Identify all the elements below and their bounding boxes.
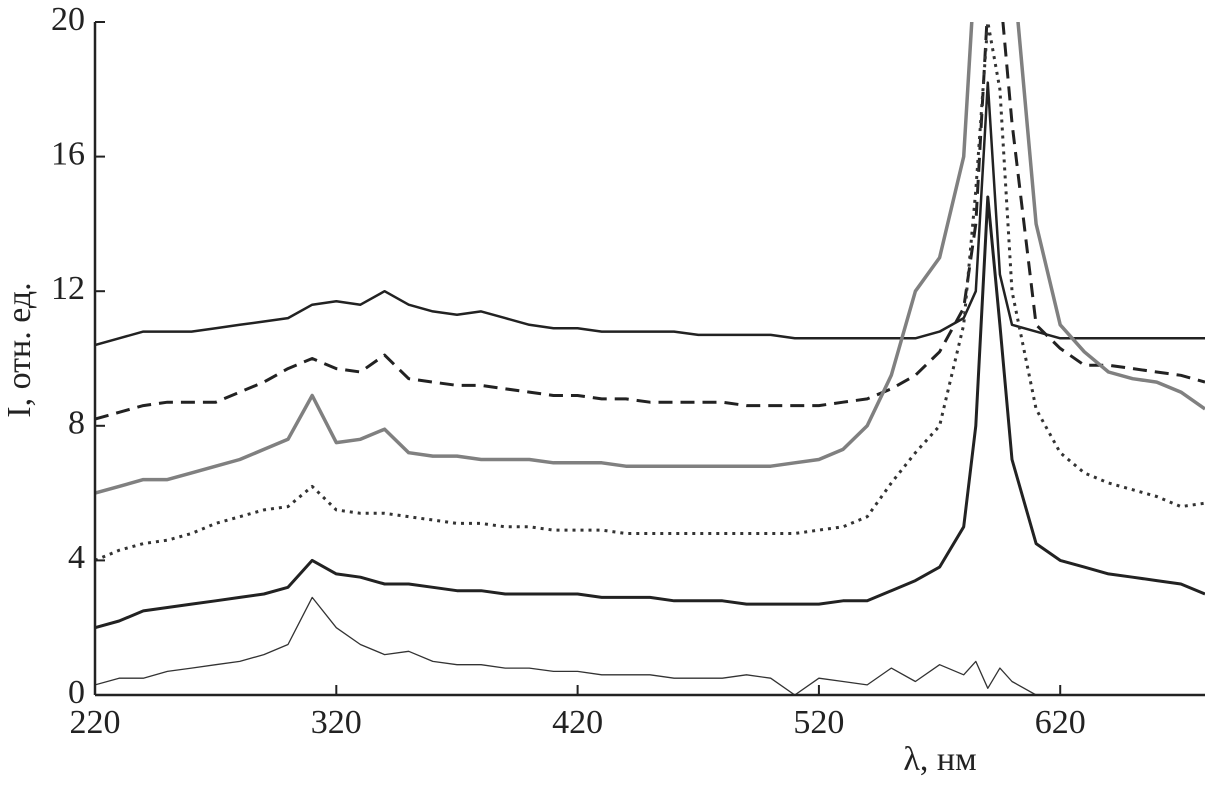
- y-tick-label: 16: [51, 135, 85, 172]
- x-tick-label: 620: [1035, 704, 1086, 741]
- y-tick-label: 20: [51, 1, 85, 38]
- series-line: [95, 22, 1205, 562]
- x-tick-label: 420: [552, 704, 603, 741]
- y-tick-label: 4: [68, 539, 85, 576]
- series-line: [95, 596, 1037, 695]
- series-line: [95, 81, 1205, 347]
- x-tick-label: 220: [70, 704, 121, 741]
- x-tick-label: 320: [311, 704, 362, 741]
- y-axis-label: I, отн. ед.: [1, 282, 38, 417]
- series-line: [95, 195, 1205, 630]
- y-tick-label: 12: [51, 270, 85, 307]
- y-tick-label: 8: [68, 405, 85, 442]
- y-tick-label: 0: [68, 674, 85, 711]
- series-line: [95, 22, 1205, 421]
- plot-area: [95, 22, 1205, 695]
- x-axis-label: λ, нм: [903, 741, 976, 778]
- x-tick-label: 520: [793, 704, 844, 741]
- series-line: [95, 22, 1205, 495]
